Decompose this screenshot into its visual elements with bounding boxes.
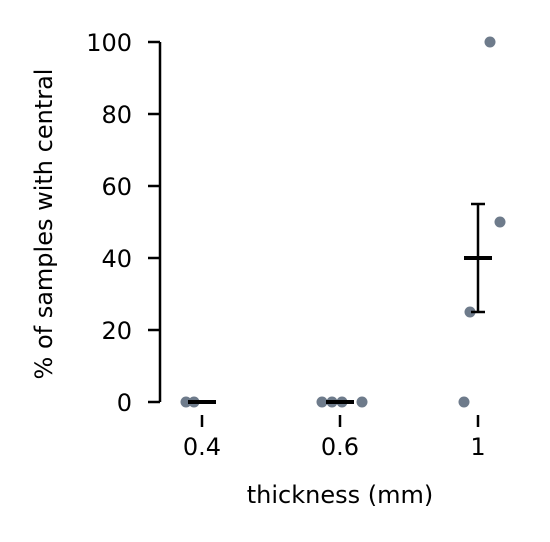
x-axis-label: thickness (mm) (247, 481, 433, 509)
data-point (458, 396, 470, 408)
y-axis-label: % of samples with central (30, 69, 58, 380)
y-tick-label: 0 (117, 389, 132, 417)
data-point (180, 396, 192, 408)
y-tick-label: 100 (86, 29, 132, 57)
y-tick-label: 40 (101, 245, 132, 273)
data-point (484, 36, 496, 48)
data-point (494, 216, 506, 228)
x-tick-label: 0.6 (321, 433, 359, 461)
x-tick-label: 0.4 (183, 433, 221, 461)
data-point (464, 306, 476, 318)
y-tick-label: 20 (101, 317, 132, 345)
x-tick-label: 1 (470, 433, 485, 461)
axes: 0 20 40 60 80 100 0.4 0.6 1 (86, 29, 485, 461)
data-points (180, 36, 506, 408)
y-tick-label: 60 (101, 173, 132, 201)
mean-sem-markers (188, 202, 492, 404)
y-tick-label: 80 (101, 101, 132, 129)
data-point (356, 396, 368, 408)
data-point (316, 396, 328, 408)
